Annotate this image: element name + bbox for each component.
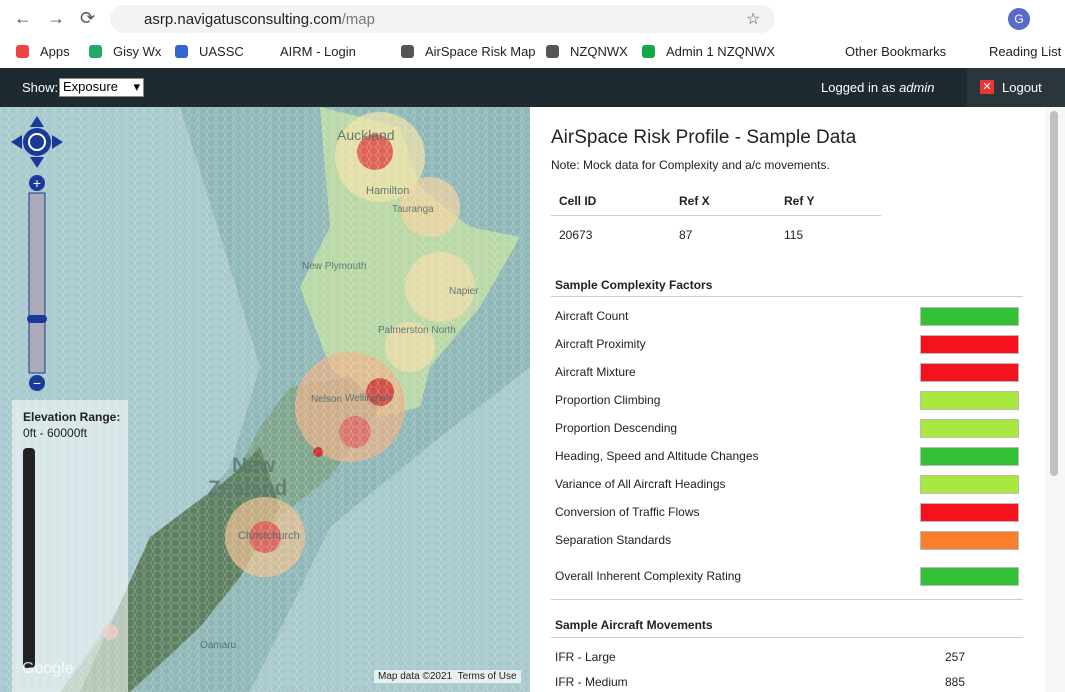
attribution: Map data ©2021: [378, 671, 453, 682]
bookmark[interactable]: UASSC: [199, 44, 244, 59]
show-select[interactable]: Exposure ▾: [59, 78, 144, 97]
login-status: Logged in as admin: [821, 80, 935, 95]
map-label: Hamilton: [366, 185, 410, 197]
table-header: Ref X: [679, 194, 710, 208]
rating-bar: [920, 363, 1019, 382]
elevation-title: Elevation Range:: [23, 410, 121, 424]
username: admin: [899, 80, 935, 95]
bookmark[interactable]: Gisy Wx: [113, 44, 162, 59]
rating-bar: [920, 503, 1019, 522]
table-cell: 20673: [559, 228, 593, 242]
bookmark[interactable]: Apps: [40, 44, 70, 59]
app-toolbar: Show: Exposure ▾ Logged in as admin ✕ Log…: [0, 68, 1065, 107]
show-label: Show:: [22, 80, 59, 95]
logged-in-label: Logged in as: [821, 80, 896, 95]
map-label: New Plymouth: [302, 261, 367, 272]
rating-bar: [920, 335, 1019, 354]
reading-list[interactable]: Reading List: [989, 44, 1062, 59]
bookmark[interactable]: NZQNWX: [570, 44, 628, 59]
map[interactable]: Auckland Hamilton Tauranga New Plymouth Napi…: [0, 107, 530, 692]
rating-bar: [920, 419, 1019, 438]
logout-button[interactable]: ✕ Logout: [967, 68, 1065, 107]
bookmarks-bar: Apps Gisy Wx UASSC AIRM - Login AirSpace Ris…: [0, 37, 1065, 69]
elevation-range: 0ft - 60000ft: [23, 426, 88, 440]
svg-text:−: −: [33, 375, 41, 391]
terms-link[interactable]: Terms of Use: [457, 671, 517, 682]
rating-bar: [920, 475, 1019, 494]
factor-label: Proportion Descending: [555, 421, 678, 435]
svg-text:+: +: [33, 175, 41, 191]
profile[interactable]: G: [1008, 8, 1030, 30]
bookmark[interactable]: AIRM - Login: [280, 44, 356, 59]
factor-label: Conversion of Traffic Flows: [555, 505, 700, 519]
factor-label: Variance of All Aircraft Headings: [555, 477, 726, 491]
table-header: Cell ID: [559, 194, 597, 208]
table-header: Ref Y: [784, 194, 815, 208]
map-label: New: [232, 454, 276, 477]
bookmark-icon: [401, 45, 414, 58]
factor-label: Aircraft Mixture: [555, 365, 636, 379]
map-logo: Google: [22, 660, 74, 677]
map-label: Zealand: [208, 477, 288, 500]
factors-rule: [551, 296, 1023, 297]
bookmark-icon: [546, 45, 559, 58]
address-bar[interactable]: asrp.navigatusconsulting.com/map ☆: [110, 5, 775, 33]
bookmark[interactable]: Admin 1 NZQNWX: [666, 44, 776, 59]
bookmark[interactable]: AirSpace Risk Map: [425, 44, 536, 59]
panel-title: AirSpace Risk Profile - Sample Data: [551, 127, 857, 148]
bookmark-folder[interactable]: Other Bookmarks: [845, 44, 947, 59]
section-rule: [551, 599, 1023, 600]
map-label: Nelson: [311, 394, 343, 405]
bookmark-icon: [642, 45, 655, 58]
bookmark-icon: [16, 45, 29, 58]
table-cell: 87: [679, 228, 693, 242]
factor-label: Separation Standards: [555, 533, 672, 547]
factor-label: Aircraft Proximity: [555, 337, 646, 351]
map-label: Christchurch: [238, 530, 300, 542]
rating-bar: [920, 531, 1019, 550]
nav-buttons[interactable]: ← → ⟳: [14, 8, 96, 28]
movements-title: Sample Aircraft Movements: [555, 618, 713, 632]
map-label: Tauranga: [392, 204, 434, 215]
movement-value: 885: [945, 675, 966, 689]
table-cell: 115: [784, 228, 804, 242]
factors-title: Sample Complexity Factors: [555, 278, 713, 292]
map-canvas: [0, 107, 530, 692]
factor-label: Aircraft Count: [555, 309, 629, 323]
elevation-slider[interactable]: [23, 448, 35, 668]
factor-label: Heading, Speed and Altitude Changes: [555, 449, 759, 463]
bookmark-icon: [175, 45, 188, 58]
url-path: /map: [341, 11, 375, 28]
elevation-panel: Elevation Range: 0ft - 60000ft: [12, 400, 128, 692]
map-label: Napier: [449, 286, 479, 297]
panel-note: Note: Mock data for Complexity and a/c m…: [551, 158, 830, 172]
map-label: Wellington: [345, 393, 392, 404]
select-value: Exposure: [63, 79, 118, 94]
zoom-controls[interactable]: + −: [8, 115, 68, 395]
rating-bar: [920, 391, 1019, 410]
logout-label: Logout: [1002, 80, 1042, 95]
map-label: Auckland: [337, 127, 395, 143]
map-attribution: Map data ©2021 Terms of Use: [374, 670, 521, 683]
browser-bar: ← → ⟳ asrp.navigatusconsulting.com/map ☆…: [0, 0, 1065, 37]
overall-label: Overall Inherent Complexity Rating: [555, 569, 742, 583]
movement-value: 257: [945, 650, 966, 664]
table-rule: [551, 215, 881, 216]
bookmark-icon: [89, 45, 102, 58]
map-label: Palmerston North: [378, 325, 456, 336]
rating-bar: [920, 567, 1019, 586]
rating-bar: [920, 447, 1019, 466]
movement-label: IFR - Large: [555, 650, 616, 664]
rating-bar: [920, 307, 1019, 326]
info-panel: AirSpace Risk Profile - Sample Data Note…: [531, 107, 1045, 692]
movements-rule: [551, 637, 1023, 638]
map-label: Oamaru: [200, 640, 237, 651]
url-host: asrp.navigatusconsulting.com: [144, 11, 342, 28]
factor-label: Proportion Climbing: [555, 393, 661, 407]
movement-label: IFR - Medium: [555, 675, 628, 689]
scrollbar[interactable]: [1045, 107, 1065, 692]
